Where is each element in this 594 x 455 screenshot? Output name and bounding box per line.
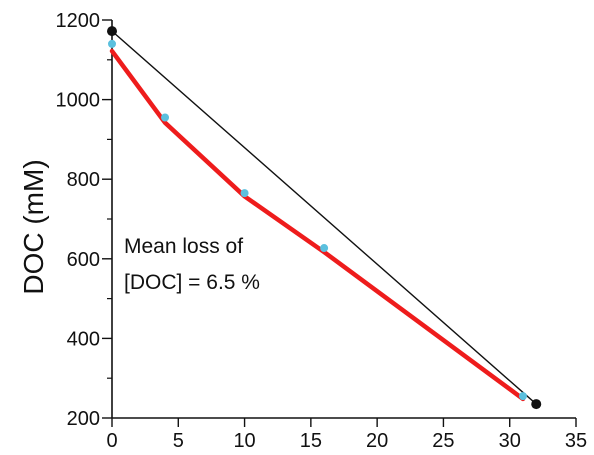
axes: [111, 20, 576, 419]
x-tick-label-25: 25: [432, 430, 454, 452]
y-tick-label-800: 800: [67, 169, 100, 191]
annotation-line-1: Mean loss of: [124, 235, 243, 258]
x-tick-label-15: 15: [300, 430, 322, 452]
blue-data-point-1: [161, 113, 170, 122]
x-tick-label-10: 10: [233, 430, 255, 452]
x-tick-label-5: 5: [173, 430, 184, 452]
x-tick-label-0: 0: [106, 430, 117, 452]
blue-data-point-4: [518, 392, 527, 401]
black-endpoint-1: [531, 399, 542, 410]
black-endpoint-0: [107, 26, 117, 37]
red-trend-line: [109, 48, 526, 402]
y-axis-title: DOC (mM): [18, 159, 49, 294]
annotation-line-2: [DOC] = 6.5 %: [124, 271, 260, 294]
black-reference-line: [111, 30, 537, 405]
y-tick-label-200: 200: [67, 408, 100, 430]
y-tick-label-600: 600: [67, 249, 100, 271]
blue-data-point-2: [240, 189, 249, 198]
y-tick-label-1200: 1200: [56, 10, 101, 32]
plot-area: [107, 26, 542, 410]
x-tick-label-35: 35: [565, 430, 587, 452]
x-tick-label-20: 20: [366, 430, 388, 452]
y-tick-label-1000: 1000: [56, 90, 101, 112]
blue-data-point-3: [320, 244, 329, 253]
blue-data-point-0: [108, 39, 116, 48]
ticks: 200 400 600 800 1000 1200 0 5 10 15 20 25 30 35: [56, 10, 588, 452]
x-tick-label-30: 30: [499, 430, 521, 452]
y-tick-label-400: 400: [67, 328, 100, 350]
